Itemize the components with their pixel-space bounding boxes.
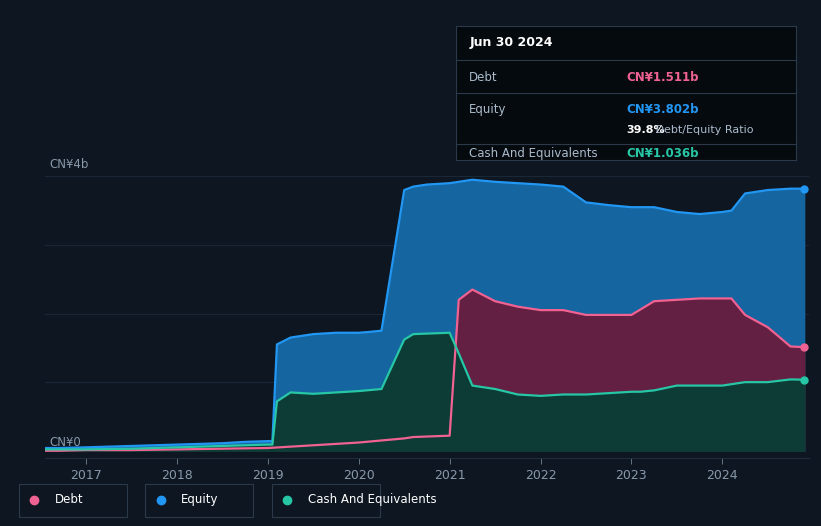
- Text: CN¥1.511b: CN¥1.511b: [626, 71, 699, 84]
- Text: Cash And Equivalents: Cash And Equivalents: [308, 493, 436, 506]
- Text: Debt/Equity Ratio: Debt/Equity Ratio: [652, 125, 753, 135]
- Text: CN¥4b: CN¥4b: [50, 158, 89, 171]
- FancyBboxPatch shape: [145, 484, 254, 517]
- Text: Cash And Equivalents: Cash And Equivalents: [470, 147, 598, 160]
- Text: Equity: Equity: [470, 103, 507, 116]
- Text: 39.8%: 39.8%: [626, 125, 665, 135]
- Text: Equity: Equity: [181, 493, 218, 506]
- Text: Jun 30 2024: Jun 30 2024: [470, 36, 553, 49]
- Text: CN¥3.802b: CN¥3.802b: [626, 103, 699, 116]
- Text: CN¥1.036b: CN¥1.036b: [626, 147, 699, 160]
- Text: Debt: Debt: [470, 71, 498, 84]
- Text: Debt: Debt: [55, 493, 84, 506]
- FancyBboxPatch shape: [272, 484, 380, 517]
- FancyBboxPatch shape: [19, 484, 127, 517]
- Text: CN¥0: CN¥0: [50, 436, 81, 449]
